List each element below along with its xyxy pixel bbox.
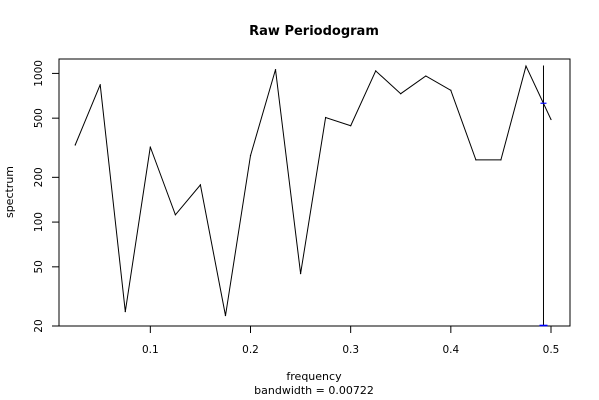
chart-title: Raw Periodogram — [249, 24, 379, 39]
x-tick-label: 0.1 — [142, 344, 159, 356]
data-point — [525, 65, 527, 67]
x-tick-label: 0.2 — [242, 344, 259, 356]
data-point — [325, 116, 327, 119]
x-axis: 0.1 0.2 0.3 0.4 0.5 — [142, 325, 560, 356]
data-point — [124, 310, 126, 313]
data-point — [299, 273, 302, 275]
data-point — [199, 184, 202, 186]
y-tick-label: 500 — [33, 108, 45, 128]
data-point — [350, 125, 352, 127]
data-point — [174, 214, 176, 216]
y-tick-label: 20 — [33, 319, 45, 332]
x-tick-label: 0.3 — [342, 344, 359, 356]
data-point — [450, 89, 452, 91]
y-tick-label: 1000 — [33, 60, 45, 87]
data-point — [249, 155, 252, 157]
series — [74, 64, 552, 317]
plot-box — [58, 58, 571, 327]
x-axis-label: frequency — [286, 370, 342, 383]
data-point — [425, 75, 427, 77]
bandwidth-label: bandwidth = 0.00722 — [254, 384, 374, 397]
data-point — [274, 69, 277, 71]
data-point — [224, 314, 227, 317]
data-point — [475, 159, 477, 161]
x-tick-label: 0.4 — [442, 344, 459, 356]
data-point — [74, 144, 76, 146]
confidence-bar — [539, 65, 548, 327]
data-point — [99, 84, 101, 86]
data-point — [500, 159, 502, 161]
y-axis: 20 50 100 200 500 1000 — [33, 60, 60, 333]
y-tick-label: 200 — [33, 167, 45, 187]
data-point — [400, 93, 402, 95]
data-point — [149, 146, 151, 148]
data-point — [375, 70, 377, 72]
spectrum-line — [74, 64, 552, 316]
data-point — [550, 118, 552, 121]
y-tick-label: 100 — [33, 212, 45, 232]
y-tick-label: 50 — [33, 260, 45, 273]
x-tick-label: 0.5 — [543, 344, 560, 356]
y-axis-label: spectrum — [3, 166, 16, 218]
